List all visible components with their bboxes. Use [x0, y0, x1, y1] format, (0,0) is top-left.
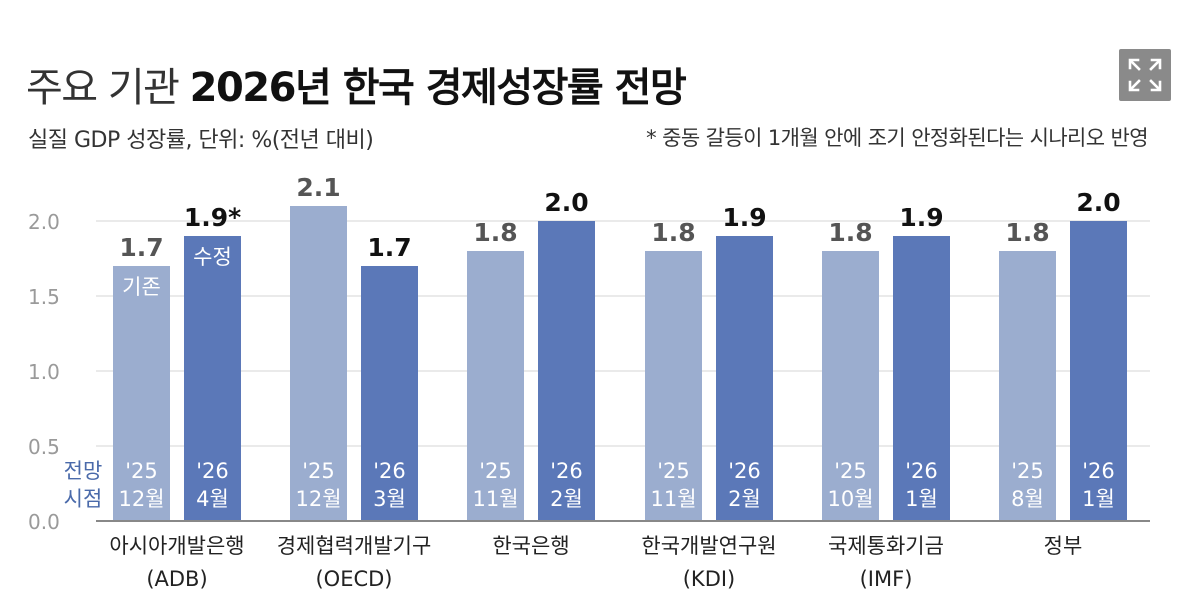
bar-date-year: '26: [905, 459, 938, 483]
bar-date-year: '25: [1011, 459, 1044, 483]
bar-date-year: '26: [550, 459, 583, 483]
x-category-sub: (KDI): [683, 567, 736, 591]
bar-date-month: 10월: [827, 487, 873, 511]
chart-title: 주요 기관 2026년 한국 경제성장률 전망: [26, 58, 687, 118]
bar-date-year: '25: [302, 459, 335, 483]
data-label: 1.9: [722, 203, 766, 232]
x-category-name: 한국개발연구원: [641, 534, 776, 558]
x-category-name: 정부: [1044, 534, 1083, 558]
y-tick-label: 1.5: [28, 285, 60, 309]
bar-previous: [467, 251, 524, 521]
bar-previous: [113, 266, 170, 521]
bar-date-month: 2월: [728, 487, 761, 511]
bar-date-year: '25: [479, 459, 512, 483]
data-label: 1.8: [1005, 218, 1049, 247]
bar-revised: [184, 236, 241, 521]
bar-date-month: 4월: [196, 487, 229, 511]
bar-date-year: '25: [657, 459, 690, 483]
data-label: 1.8: [828, 218, 872, 247]
bar-date-month: 12월: [295, 487, 341, 511]
legend-axis-label: 시점: [64, 487, 103, 511]
bar-previous: [645, 251, 702, 521]
chart-title-light: 주요 기관: [26, 65, 180, 111]
bar-date-month: 12월: [118, 487, 164, 511]
x-category-name: 아시아개발은행: [109, 534, 244, 558]
data-label: 2.0: [1076, 188, 1120, 217]
bar-revised: [893, 236, 950, 521]
data-label: 1.9*: [184, 203, 241, 232]
bar-date-month: 2월: [550, 487, 583, 511]
chart-footnote: * 중동 갈등이 1개월 안에 조기 안정화된다는 시나리오 반영: [646, 126, 1148, 150]
y-tick-label: 1.0: [28, 360, 60, 384]
data-label: 1.9: [899, 203, 943, 232]
data-label: 1.7: [367, 233, 411, 262]
x-category-sub: (ADB): [146, 567, 207, 591]
bar-date-month: 3월: [373, 487, 406, 511]
bar-date-year: '25: [834, 459, 867, 483]
data-label: 1.8: [473, 218, 517, 247]
data-label: 2.1: [296, 173, 340, 202]
bar-date-month: 1월: [905, 487, 938, 511]
bar-date-month: 1월: [1082, 487, 1115, 511]
x-category-sub: (IMF): [860, 567, 913, 591]
bar-revised: [361, 266, 418, 521]
bar-date-year: '26: [1082, 459, 1115, 483]
bar-date-month: 11월: [650, 487, 696, 511]
bar-date-year: '26: [373, 459, 406, 483]
bar-inner-label: 수정: [193, 245, 232, 269]
legend-axis-label: 전망: [64, 459, 103, 483]
bar-date-year: '26: [196, 459, 229, 483]
bar-previous: [822, 251, 879, 521]
y-tick-label: 2.0: [28, 210, 60, 234]
chart-title-bold: 2026년 한국 경제성장률 전망: [189, 65, 687, 111]
bar-previous: [999, 251, 1056, 521]
bar-date-month: 11월: [472, 487, 518, 511]
bar-revised: [538, 221, 595, 521]
chart-subtitle: 실질 GDP 성장률, 단위: %(전년 대비): [28, 128, 374, 153]
bar-inner-label: 기존: [122, 275, 161, 299]
bar-previous: [290, 206, 347, 521]
x-category-name: 경제협력개발기구: [277, 534, 432, 558]
data-label: 1.7: [119, 233, 163, 262]
expand-icon: [1128, 58, 1162, 92]
bar-revised: [716, 236, 773, 521]
data-label: 1.8: [651, 218, 695, 247]
y-tick-label: 0.5: [28, 435, 60, 459]
x-category-sub: (OECD): [315, 567, 392, 591]
bar-revised: [1070, 221, 1127, 521]
bar-date-year: '26: [728, 459, 761, 483]
data-label: 2.0: [544, 188, 588, 217]
x-category-name: 한국은행: [492, 534, 569, 558]
expand-button[interactable]: [1119, 49, 1171, 101]
bar-date-year: '25: [125, 459, 158, 483]
bar-date-month: 8월: [1011, 487, 1044, 511]
y-tick-label: 0.0: [28, 510, 60, 534]
x-category-name: 국제통화기금: [828, 534, 944, 558]
